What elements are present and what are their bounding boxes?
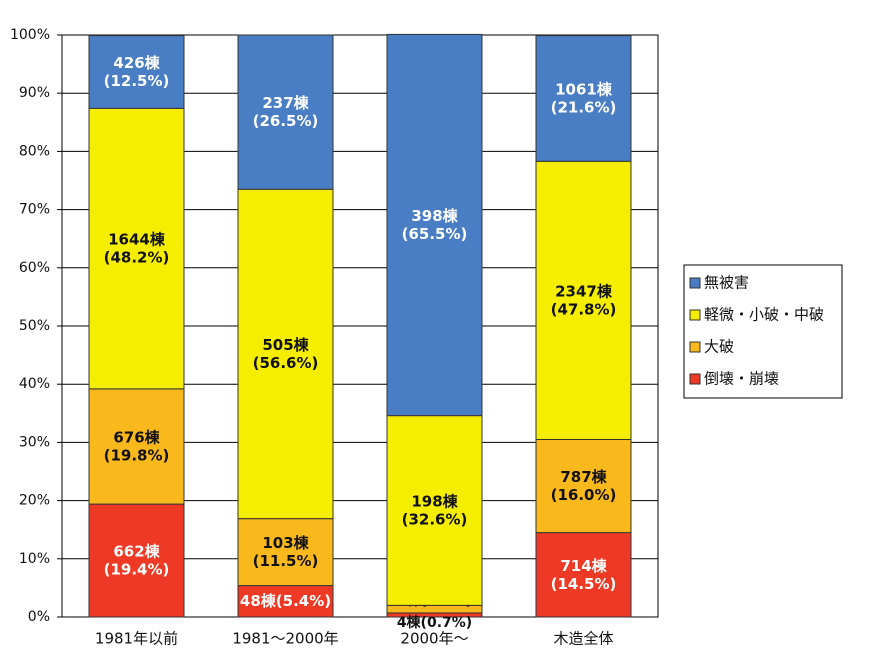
legend-swatch <box>689 373 701 385</box>
legend-box <box>683 264 843 399</box>
value-label: 237棟(26.5%) <box>253 94 319 130</box>
y-tick-label: 40% <box>19 376 50 392</box>
bar-segment <box>237 34 334 190</box>
y-tick-label: 10% <box>19 551 50 567</box>
x-tick-label: 2000年～ <box>400 630 468 648</box>
bar-segment <box>386 415 483 606</box>
value-label: 662棟(19.4%) <box>104 542 170 578</box>
value-label: 398棟(65.5%) <box>402 207 468 243</box>
value-label: 2347棟(47.8%) <box>551 282 617 318</box>
value-label: 787棟(16.0%) <box>551 468 617 504</box>
value-label: 48棟(5.4%) <box>240 592 331 610</box>
bar-segment <box>237 518 334 587</box>
y-tick-label: 100% <box>10 27 50 43</box>
legend-label: 大破 <box>704 338 734 356</box>
bar-segment <box>535 160 632 440</box>
y-tick-label: 20% <box>19 493 50 509</box>
value-label: 676棟(19.8%) <box>104 428 170 464</box>
value-label: 714棟(14.5%) <box>551 556 617 592</box>
y-tick-label: 70% <box>19 202 50 218</box>
value-label: 1061棟(21.6%) <box>551 80 617 116</box>
bar-segment <box>88 503 185 618</box>
value-label: 4棟(0.7%) <box>397 614 472 631</box>
x-tick-label: 木造全体 <box>553 630 613 648</box>
value-label: 1644棟(48.2%) <box>104 230 170 266</box>
x-tick-label: 1981年以前 <box>95 630 178 648</box>
value-label: 103棟(11.5%) <box>253 534 319 570</box>
x-tick-label: 1981～2000年 <box>232 630 338 648</box>
bar-segment <box>386 33 483 417</box>
legend-swatch <box>689 341 701 353</box>
y-tick-label: 60% <box>19 260 50 276</box>
legend-swatch <box>689 277 701 289</box>
bar-segment <box>535 532 632 618</box>
value-label: 198棟(32.6%) <box>402 492 468 528</box>
bar-segment <box>88 388 185 505</box>
bar-segment <box>88 35 185 109</box>
y-tick-label: 80% <box>19 143 50 159</box>
value-label: 505棟(56.6%) <box>253 335 319 371</box>
legend-swatch <box>689 309 701 321</box>
y-tick-label: 50% <box>19 318 50 334</box>
legend-label: 倒壊・崩壊 <box>704 370 779 388</box>
y-tick-label: 30% <box>19 434 50 450</box>
bar-segment <box>237 188 334 520</box>
y-tick-label: 0% <box>28 609 50 625</box>
legend-label: 軽微・小破・中破 <box>704 306 824 324</box>
value-label: 426棟(12.5%) <box>104 53 170 89</box>
bar-segment <box>535 438 632 534</box>
bar-segment <box>237 585 334 618</box>
bar-segment <box>535 35 632 162</box>
legend-label: 無被害 <box>704 274 749 292</box>
y-tick-label: 90% <box>19 85 50 101</box>
